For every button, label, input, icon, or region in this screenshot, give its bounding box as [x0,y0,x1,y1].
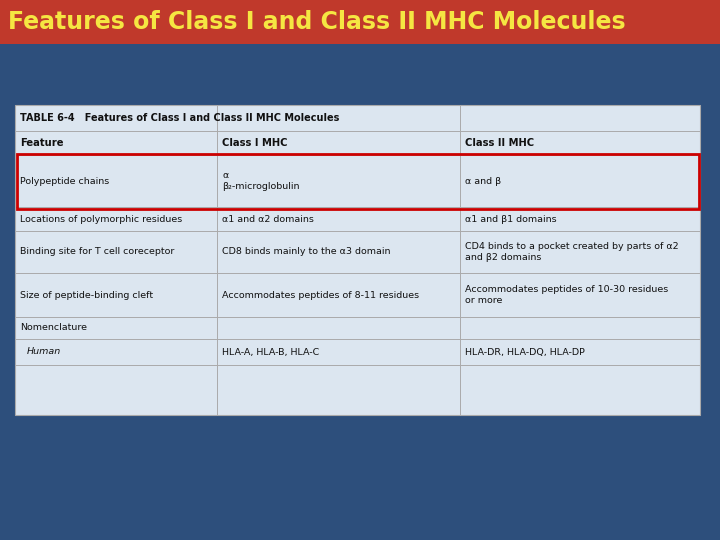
Text: TABLE 6-4   Features of Class I and Class II MHC Molecules: TABLE 6-4 Features of Class I and Class … [20,113,339,123]
Bar [17,153,698,208]
Text: Locations of polymorphic residues: Locations of polymorphic residues [20,214,182,224]
Text: Binding site for T cell coreceptor: Binding site for T cell coreceptor [20,247,174,256]
Text: α1 and α2 domains: α1 and α2 domains [222,214,314,224]
Text: Human: Human [27,348,61,356]
Bar [15,105,700,415]
Text: HLA-A, HLA-B, HLA-C: HLA-A, HLA-B, HLA-C [222,348,320,356]
Text: HLA-DR, HLA-DQ, HLA-DP: HLA-DR, HLA-DQ, HLA-DP [465,348,585,356]
Text: Accommodates peptides of 8-11 residues: Accommodates peptides of 8-11 residues [222,291,419,300]
Text: Nomenclature: Nomenclature [20,323,87,333]
Text: Class II MHC: Class II MHC [465,138,534,148]
Bar [0,0,720,44]
Text: CD8 binds mainly to the α3 domain: CD8 binds mainly to the α3 domain [222,247,390,256]
Text: Accommodates peptides of 10-30 residues
or more: Accommodates peptides of 10-30 residues … [465,285,668,305]
Text: Size of peptide-binding cleft: Size of peptide-binding cleft [20,291,153,300]
Text: Polypeptide chains: Polypeptide chains [20,177,109,186]
Text: Features of Class I and Class II MHC Molecules: Features of Class I and Class II MHC Mol… [8,10,626,34]
Text: Feature: Feature [20,138,63,148]
Text: α and β: α and β [465,177,501,186]
Text: α
β₂-microglobulin: α β₂-microglobulin [222,171,300,191]
Text: Class I MHC: Class I MHC [222,138,287,148]
Text: CD4 binds to a pocket created by parts of α2
and β2 domains: CD4 binds to a pocket created by parts o… [465,242,679,262]
Text: α1 and β1 domains: α1 and β1 domains [465,214,557,224]
